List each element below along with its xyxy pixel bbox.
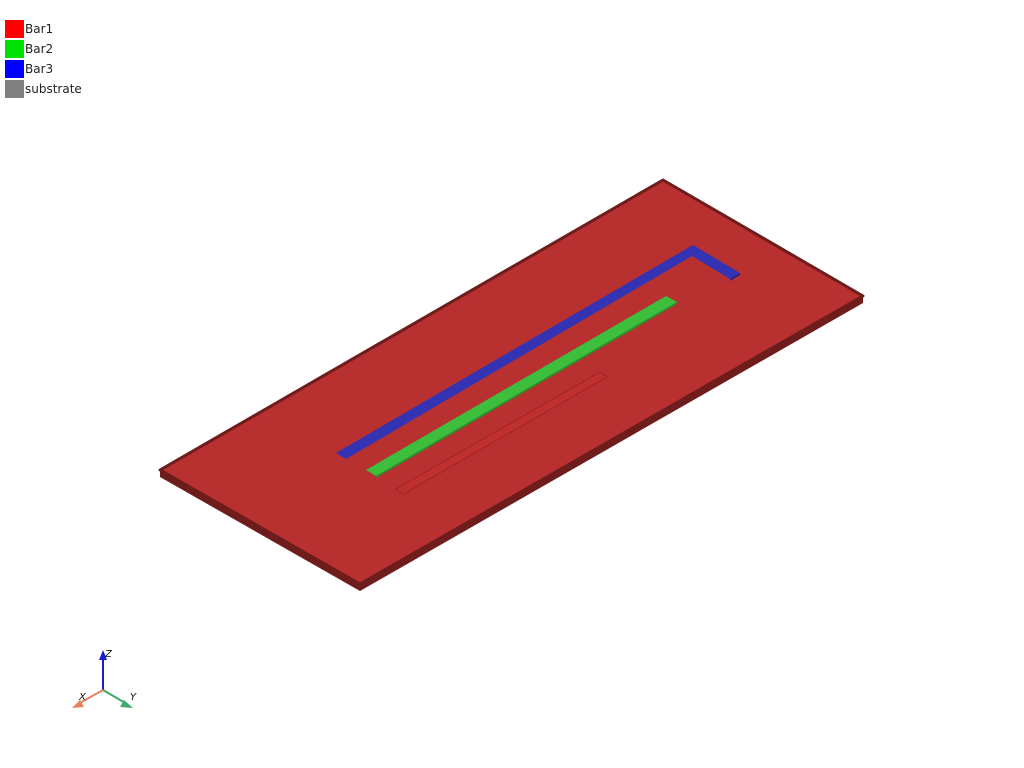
legend-swatch-bar2: [5, 40, 24, 58]
legend-swatch-bar3: [5, 60, 24, 78]
legend-label-substrate: substrate: [25, 82, 82, 96]
legend-label-bar1: Bar1: [25, 22, 54, 36]
z-axis-label: Z: [104, 649, 113, 660]
bar1-shape[interactable]: [395, 371, 608, 495]
substrate[interactable]: [158, 178, 865, 586]
legend-swatch-substrate: [5, 80, 24, 98]
x-axis-label: X: [78, 692, 87, 703]
y-axis-label: Y: [130, 692, 137, 703]
axis-triad: Z X Y: [72, 649, 137, 708]
substrate-edge-front-right: [360, 296, 863, 591]
legend-label-bar3: Bar3: [25, 62, 54, 76]
bar3-shape[interactable]: [336, 245, 740, 459]
legend: Bar1 Bar2 Bar3 substrate: [5, 20, 82, 98]
y-axis-line: [102, 689, 128, 705]
z-axis-arrowhead: [99, 650, 107, 660]
bar3-shape-edge: [730, 273, 740, 281]
y-axis-arrowhead: [120, 700, 133, 708]
x-axis-arrowhead: [72, 700, 84, 708]
legend-item-bar1[interactable]: Bar1: [5, 20, 82, 38]
legend-label-bar2: Bar2: [25, 42, 54, 56]
x-axis-line: [77, 689, 104, 705]
legend-item-bar3[interactable]: Bar3: [5, 60, 82, 78]
bar2-shape[interactable]: [366, 296, 677, 476]
legend-swatch-bar1: [5, 20, 24, 38]
bar2-shape-edge: [376, 302, 677, 478]
legend-item-substrate[interactable]: substrate: [5, 80, 82, 98]
substrate-edge-front-left: [160, 470, 360, 591]
legend-item-bar2[interactable]: Bar2: [5, 40, 82, 58]
